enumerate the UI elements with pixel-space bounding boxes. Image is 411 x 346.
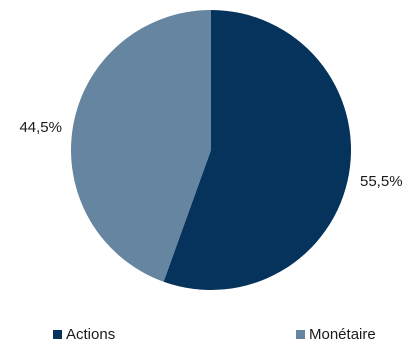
legend-item-actions: Actions: [53, 326, 115, 343]
slice-label-actions: 55,5%: [360, 173, 403, 190]
legend-label-monetaire: Monétaire: [309, 326, 376, 343]
legend: Actions Monétaire: [0, 326, 411, 346]
legend-item-monetaire: Monétaire: [296, 326, 376, 343]
slice-label-monetaire: 44,5%: [19, 119, 62, 136]
pie-slice-actions: [163, 10, 352, 290]
legend-label-actions: Actions: [66, 326, 116, 343]
legend-swatch-actions: [53, 330, 62, 339]
legend-swatch-monetaire: [296, 330, 305, 339]
pie-slices: [71, 10, 352, 290]
pie-slice-monetaire: [71, 10, 212, 282]
